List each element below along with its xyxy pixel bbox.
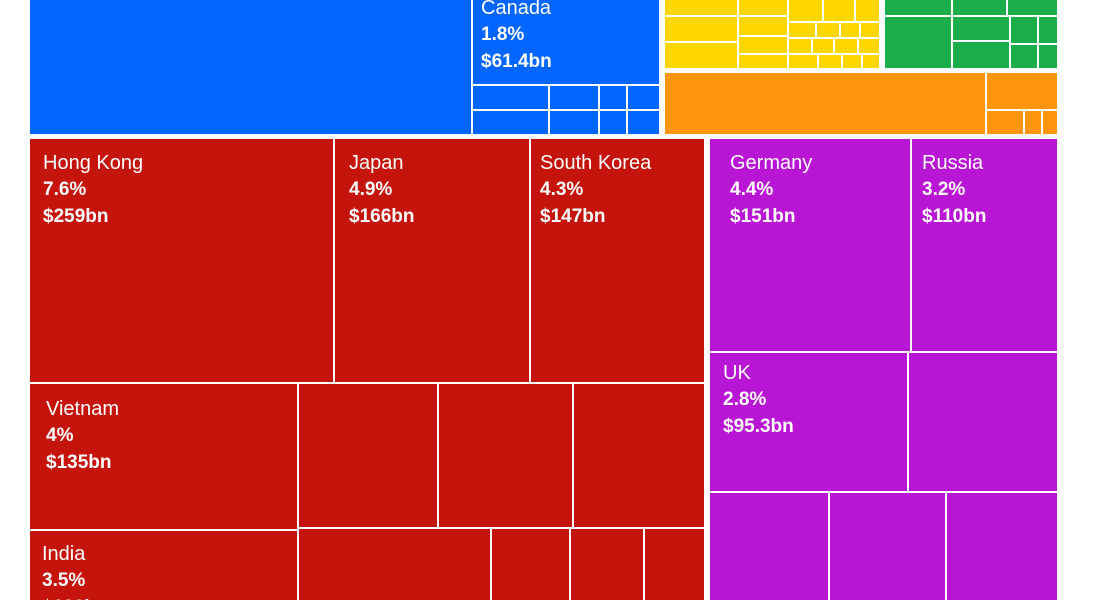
treemap-cell-germany	[708, 137, 912, 353]
treemap-cell-russia	[910, 137, 1059, 353]
cell-label-hong-kong: Hong Kong	[43, 152, 143, 174]
treemap-cell-europe-small	[907, 351, 1059, 493]
treemap-cell-yellow	[737, 35, 789, 55]
cell-label-south-korea: South Korea	[540, 152, 652, 174]
treemap-cell-green	[883, 15, 953, 70]
treemap-cell-green	[951, 40, 1011, 70]
cell-value-india: $120bn	[42, 597, 107, 600]
treemap-cell-orange	[1041, 109, 1059, 136]
treemap-cell-asia-small	[297, 527, 492, 600]
treemap-cell-asia-small	[569, 527, 645, 600]
treemap-cell-yellow	[787, 21, 817, 39]
treemap-cell-japan	[333, 137, 531, 384]
treemap-cell-asia-small	[643, 527, 706, 600]
treemap-cell-orange	[663, 71, 987, 136]
cell-value-canada: $61.4bn	[481, 51, 552, 72]
treemap-cell-orange	[985, 109, 1025, 136]
cell-pct-japan: 4.9%	[349, 179, 392, 200]
cell-pct-russia: 3.2%	[922, 179, 965, 200]
treemap-cell-yellow	[663, 41, 739, 70]
treemap-cell-yellow	[817, 53, 843, 70]
treemap-cell-orange	[985, 71, 1059, 111]
cell-value-japan: $166bn	[349, 206, 414, 227]
cell-pct-vietnam: 4%	[46, 425, 74, 446]
treemap-cell-yellow	[787, 37, 813, 55]
treemap-cell-yellow	[811, 37, 835, 55]
treemap-cell-asia-small	[437, 382, 574, 529]
cell-value-russia: $110bn	[922, 206, 986, 227]
treemap-cell-india	[28, 529, 299, 600]
treemap-cell-yellow	[822, 0, 856, 23]
treemap-cell-europe-small	[945, 491, 1059, 600]
treemap-cell-yellow	[839, 21, 861, 39]
treemap-cell-yellow	[815, 21, 841, 39]
treemap-cell-green	[951, 0, 1008, 17]
treemap-cell-north-america-small	[598, 109, 628, 136]
treemap-cell-orange	[1023, 109, 1043, 136]
cell-label-vietnam: Vietnam	[46, 398, 119, 420]
cell-value-uk: $95.3bn	[723, 416, 794, 437]
treemap-cell-green	[883, 0, 953, 17]
treemap-cell-green	[1037, 43, 1059, 70]
treemap-cell-yellow	[857, 37, 881, 55]
cell-label-india: India	[42, 543, 86, 565]
treemap-cell-vietnam	[28, 382, 299, 531]
cell-label-germany: Germany	[730, 152, 812, 174]
cell-pct-germany: 4.4%	[730, 179, 773, 200]
treemap-cell-yellow	[854, 0, 881, 23]
cell-label-japan: Japan	[349, 152, 404, 174]
treemap-cell-south-korea	[529, 137, 706, 384]
treemap-cell-green	[1009, 43, 1039, 70]
treemap-cell-north-america-small	[626, 84, 661, 111]
treemap-cell-north-america-small	[548, 109, 600, 136]
treemap-cell-europe-small	[708, 491, 830, 600]
cell-label-canada: Canada	[481, 0, 552, 19]
cell-pct-canada: 1.8%	[481, 24, 524, 45]
treemap-cell-green	[1037, 15, 1059, 45]
treemap-cell-yellow	[861, 53, 881, 70]
treemap-cell-yellow	[841, 53, 863, 70]
treemap-cell-green	[1009, 15, 1039, 45]
treemap-cell-uk	[708, 351, 909, 493]
treemap-cell-yellow	[787, 53, 819, 70]
treemap-cell-yellow	[859, 21, 881, 39]
cell-value-south-korea: $147bn	[540, 206, 605, 227]
treemap-cell-yellow	[737, 15, 789, 37]
treemap-cell-yellow	[663, 0, 739, 17]
treemap-cell-north-america-small	[471, 109, 550, 136]
cell-pct-india: 3.5%	[42, 570, 85, 591]
treemap-cell-canada	[471, 0, 661, 86]
treemap-cell-europe-small	[828, 491, 947, 600]
treemap-cell-yellow	[737, 0, 789, 17]
treemap-cell-north-america-small	[598, 84, 628, 111]
cell-pct-uk: 2.8%	[723, 389, 766, 410]
cell-pct-south-korea: 4.3%	[540, 179, 583, 200]
cell-label-uk: UK	[723, 362, 751, 384]
treemap-cell-north-america-small	[548, 84, 600, 111]
treemap-cell-asia-small	[490, 527, 571, 600]
treemap-cell-green	[951, 15, 1011, 42]
treemap-cell-yellow	[663, 15, 739, 43]
treemap-cell-asia-small	[572, 382, 706, 529]
treemap-cell-asia-small	[297, 382, 439, 529]
cell-label-russia: Russia	[922, 152, 984, 174]
cell-value-vietnam: $135bn	[46, 452, 111, 473]
treemap-cell-north-america-small	[471, 84, 550, 111]
treemap-cell-yellow	[737, 53, 789, 70]
treemap-cell-green	[1006, 0, 1059, 17]
cell-value-germany: $151bn	[730, 206, 795, 227]
cell-pct-hong-kong: 7.6%	[43, 179, 86, 200]
cell-value-hong-kong: $259bn	[43, 206, 108, 227]
treemap-cell-yellow	[787, 0, 824, 23]
treemap-cell-hong-kong	[28, 137, 335, 384]
treemap-cell-north-america-small	[626, 109, 661, 136]
treemap-cell-yellow	[833, 37, 859, 55]
treemap-cell-north-america-large	[28, 0, 473, 136]
